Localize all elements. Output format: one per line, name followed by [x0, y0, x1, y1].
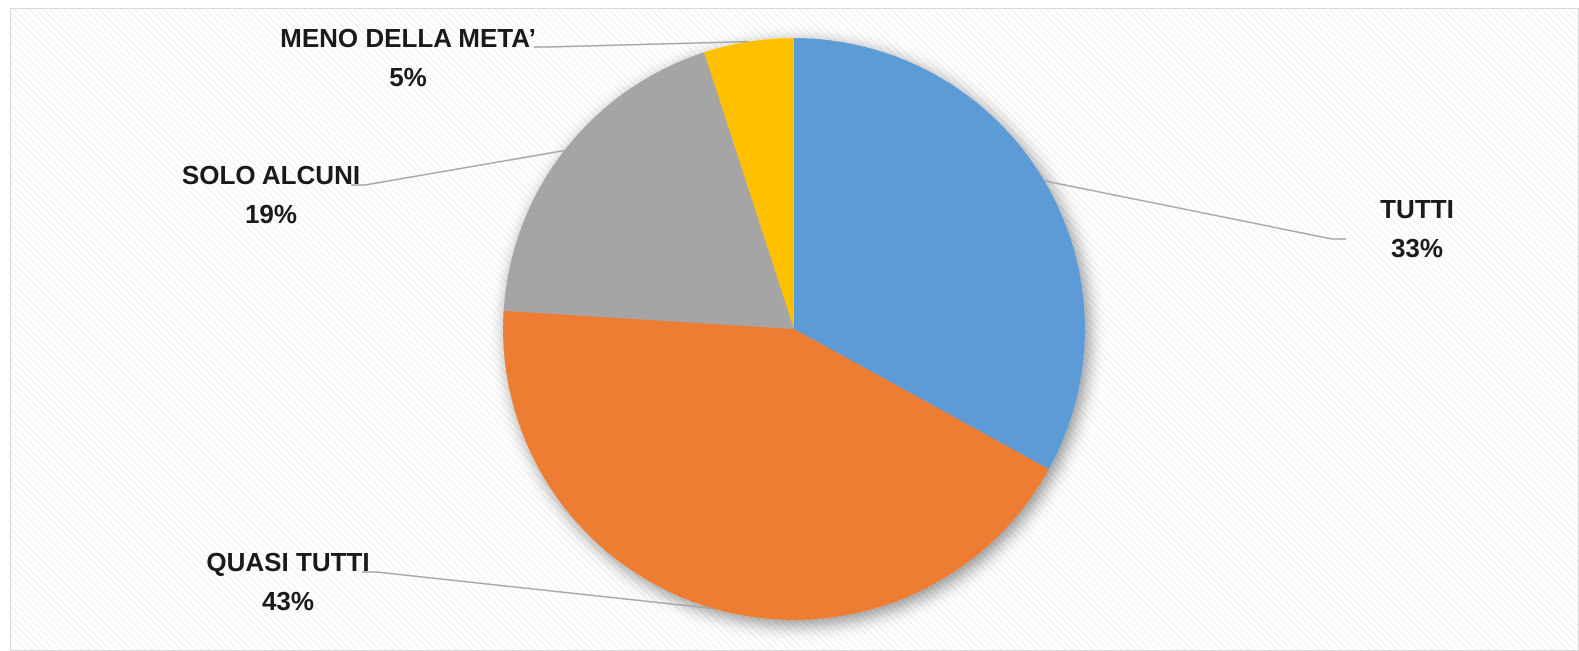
- data-label-solo-alcuni-value: 19%: [245, 199, 297, 229]
- data-label-quasi-tutti-name: QUASI TUTTI: [206, 547, 369, 577]
- pie-slice-solo-alcuni: [503, 52, 794, 329]
- pie-slice-quasi-tutti: [503, 310, 1050, 620]
- data-label-meno-della-meta-value: 5%: [389, 62, 427, 92]
- data-label-tutti-value: 33%: [1391, 233, 1443, 263]
- leader-line-tutti: [1044, 180, 1346, 240]
- data-label-meno-della-meta-name: MENO DELLA META’: [280, 23, 536, 53]
- leader-line-quasi-tutti: [362, 571, 713, 610]
- pie-slice-meno-della-meta: [704, 38, 794, 329]
- leader-line-solo-alcuni: [351, 149, 565, 186]
- data-label-solo-alcuni-name: SOLO ALCUNI: [182, 160, 360, 190]
- data-label-tutti-name: TUTTI: [1380, 194, 1454, 224]
- data-label-quasi-tutti-value: 43%: [262, 586, 314, 616]
- pie-slice-tutti: [794, 38, 1085, 470]
- leader-line-meno-della-meta: [534, 40, 749, 48]
